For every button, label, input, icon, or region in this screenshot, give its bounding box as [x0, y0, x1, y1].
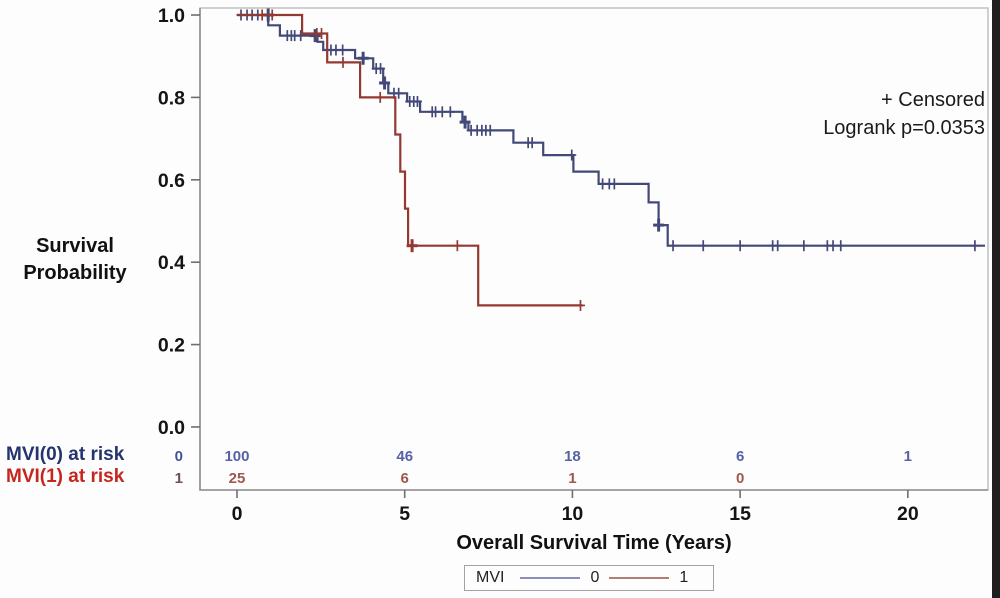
at-risk-row-key: 1	[175, 470, 183, 487]
x-tick-label: 5	[399, 503, 410, 525]
y-tick-label: 1.0	[158, 5, 185, 27]
legend-line-0-icon	[520, 577, 581, 579]
legend: MVI 0 1	[464, 565, 714, 591]
x-tick-label: 20	[897, 503, 919, 525]
at-risk-count: 0	[736, 470, 744, 487]
x-tick-label: 15	[729, 503, 751, 525]
x-tick-label: 10	[562, 503, 584, 525]
at-risk-count: 25	[229, 470, 246, 487]
x-axis-title: Overall Survival Time (Years)	[456, 532, 732, 554]
plot-frame	[199, 7, 989, 491]
at-risk-counts: 0 100 46 18 6 1 1 25 6 1 0	[175, 448, 912, 487]
at-risk-count: 46	[396, 448, 413, 465]
censored-annotation: + Censored	[881, 89, 985, 111]
survival-curve-MVI(0)	[237, 13, 985, 247]
x-axis-ticks: 0 5 10 15 20	[232, 490, 919, 525]
y-axis-title: Survival Probability	[0, 233, 150, 287]
censor-marks-MVI(1)	[257, 9, 585, 311]
legend-line-1-icon	[609, 577, 670, 579]
y-axis-title-line1: Survival	[36, 235, 114, 257]
y-tick-label: 0.0	[158, 417, 185, 439]
y-axis-ticks: 1.0 0.8 0.6 0.4 0.2 0.0	[158, 5, 200, 439]
survival-curve-MVI(1)	[237, 13, 583, 307]
y-axis-title-line2: Probability	[23, 262, 127, 284]
at-risk-count: 1	[904, 448, 912, 465]
y-tick-label: 0.4	[158, 252, 185, 274]
at-risk-row-key: 0	[175, 448, 183, 465]
y-tick-label: 0.6	[158, 170, 185, 192]
at-risk-count: 6	[736, 448, 744, 465]
at-risk-count: 100	[224, 448, 249, 465]
legend-entry-1-label: 1	[679, 569, 689, 586]
plot-annotations: + Censored Logrank p=0.0353	[580, 86, 985, 142]
y-tick-label: 0.8	[158, 87, 185, 109]
at-risk-count: 18	[564, 448, 581, 465]
right-edge-bar	[992, 0, 1000, 598]
at-risk-count: 1	[568, 470, 576, 487]
y-tick-label: 0.2	[158, 335, 185, 357]
legend-entry-0-label: 0	[590, 569, 600, 586]
at-risk-label-mvi1: MVI(1) at risk	[6, 466, 125, 487]
at-risk-count: 6	[401, 470, 409, 487]
legend-title: MVI	[476, 569, 505, 586]
at-risk-label-mvi0: MVI(0) at risk	[6, 444, 125, 465]
x-tick-label: 0	[232, 503, 243, 525]
logrank-annotation: Logrank p=0.0353	[823, 117, 985, 139]
